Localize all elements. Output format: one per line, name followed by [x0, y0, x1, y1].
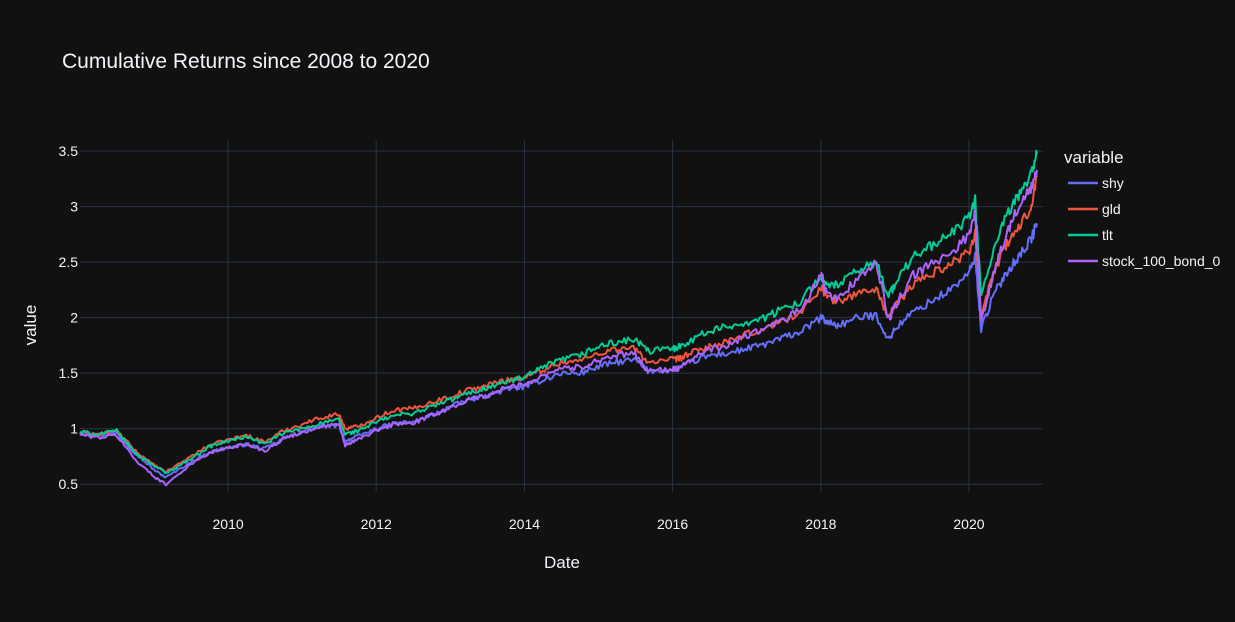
y-axis-title: value	[21, 305, 40, 346]
x-tick-label: 2012	[361, 516, 392, 532]
x-tick-label: 2010	[213, 516, 244, 532]
x-axis-ticks: 2010 2012 2014 2016 2018 2020	[213, 516, 985, 532]
x-tick-label: 2016	[657, 516, 688, 532]
chart-title: Cumulative Returns since 2008 to 2020	[62, 50, 430, 73]
series-line-tlt	[79, 149, 1038, 474]
legend: variable shy gld tlt stock_100_bond_0	[1064, 148, 1221, 269]
legend-label-shy: shy	[1102, 175, 1124, 191]
x-tick-label: 2020	[953, 516, 984, 532]
series-line-stock_100_bond_0	[79, 169, 1038, 487]
x-axis-title: Date	[544, 553, 580, 572]
y-tick-label: 1.5	[59, 365, 79, 381]
series-lines	[79, 149, 1038, 487]
series-line-gld	[79, 175, 1038, 474]
series-line-shy	[79, 223, 1038, 479]
x-tick-label: 2018	[805, 516, 836, 532]
legend-label-gld: gld	[1102, 201, 1121, 217]
y-tick-label: 2.5	[59, 254, 79, 270]
legend-label-tlt: tlt	[1102, 227, 1113, 243]
grid-lines	[80, 140, 1043, 492]
x-tick-label: 2014	[509, 516, 540, 532]
y-tick-label: 3	[70, 199, 78, 215]
y-tick-label: 2	[70, 310, 78, 326]
y-tick-label: 0.5	[59, 476, 79, 492]
y-axis-ticks: 0.5 1 1.5 2 2.5 3 3.5	[59, 143, 79, 492]
legend-label-stock_100_bond_0: stock_100_bond_0	[1102, 253, 1221, 269]
legend-title: variable	[1064, 148, 1124, 167]
y-tick-label: 3.5	[59, 143, 79, 159]
y-tick-label: 1	[70, 421, 78, 437]
